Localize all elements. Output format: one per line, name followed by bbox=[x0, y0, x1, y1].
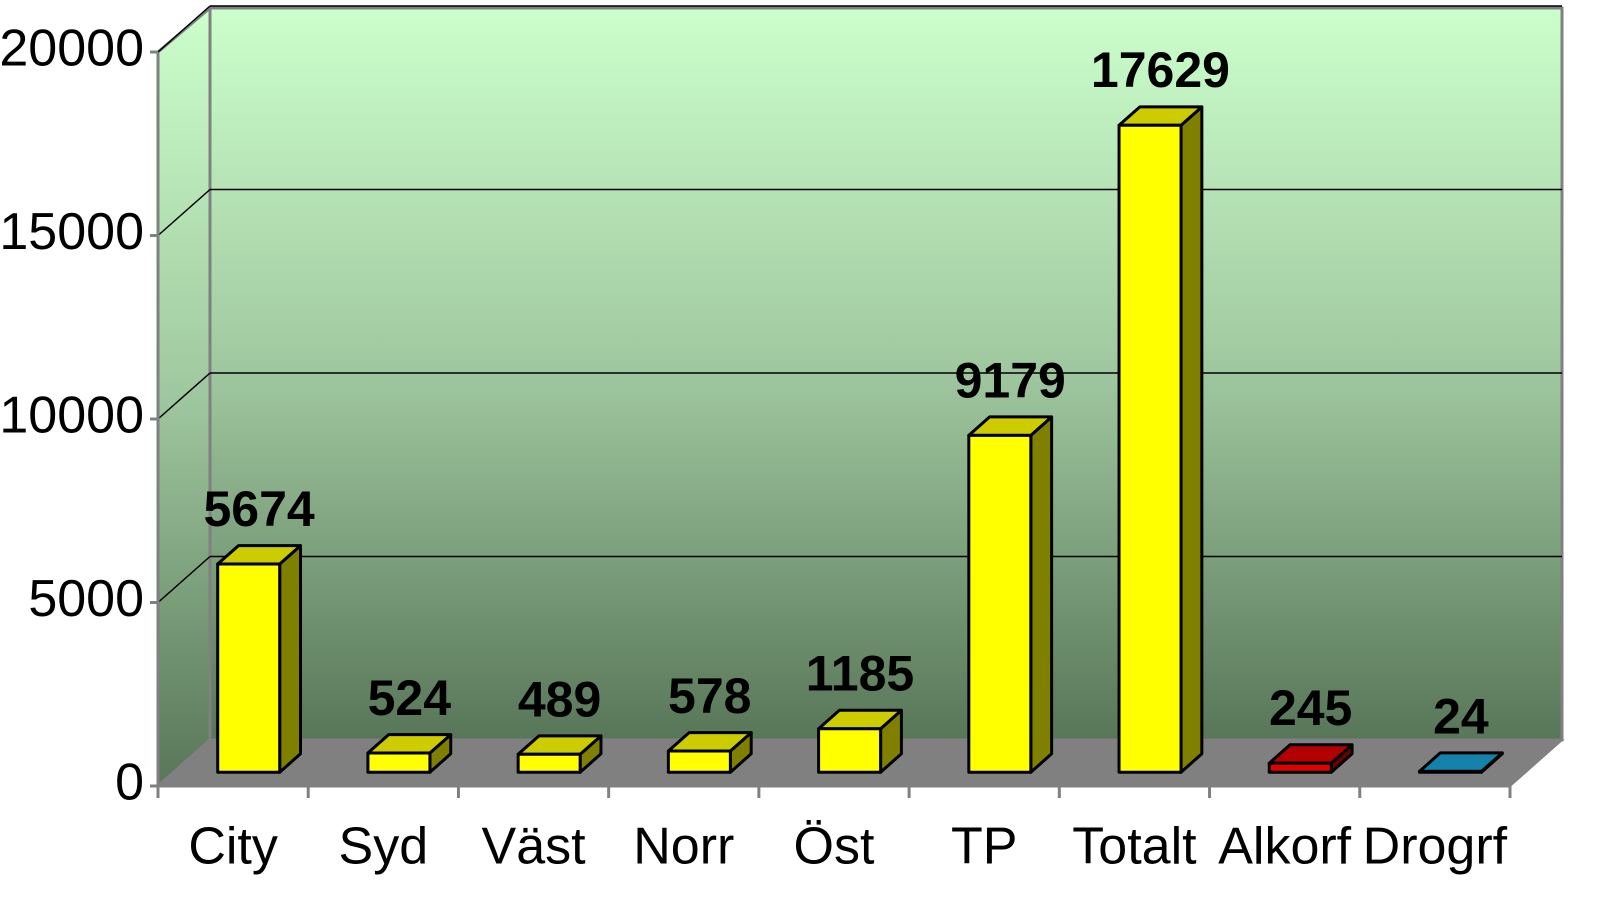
bar-side bbox=[1179, 105, 1204, 774]
bar bbox=[1417, 769, 1483, 774]
value-label: 24 bbox=[1433, 688, 1489, 744]
y-tick-label: 5000 bbox=[28, 570, 144, 628]
value-label: 9179 bbox=[955, 352, 1066, 408]
bar-side bbox=[1029, 415, 1054, 774]
x-tick-label: Norr bbox=[633, 818, 734, 876]
value-label: 17629 bbox=[1091, 42, 1230, 98]
bar bbox=[366, 751, 432, 774]
y-tick-label: 20000 bbox=[0, 20, 144, 78]
x-tick-label: Alkorf bbox=[1218, 818, 1351, 876]
back-wall bbox=[208, 6, 1564, 742]
x-tick-label: Totalt bbox=[1072, 818, 1197, 876]
y-tick-label: 0 bbox=[115, 754, 144, 812]
x-tick-label: Syd bbox=[339, 818, 429, 876]
y-tick-label: 10000 bbox=[0, 387, 144, 445]
bar bbox=[516, 752, 582, 774]
x-tick-label: Drogrf bbox=[1363, 818, 1508, 876]
x-tick-label: Väst bbox=[482, 818, 587, 876]
bar bbox=[967, 433, 1033, 774]
value-label: 245 bbox=[1269, 680, 1352, 736]
bar bbox=[1267, 761, 1333, 774]
value-label: 5674 bbox=[203, 481, 314, 537]
value-label: 524 bbox=[368, 670, 452, 726]
value-label: 1185 bbox=[806, 646, 914, 702]
bar bbox=[817, 727, 883, 774]
y-tick-label: 15000 bbox=[0, 203, 144, 261]
bar bbox=[1117, 123, 1183, 774]
grid-line bbox=[157, 555, 211, 604]
value-label: 578 bbox=[668, 668, 751, 724]
grid-line bbox=[157, 188, 211, 237]
bar-side bbox=[278, 544, 303, 774]
bar bbox=[666, 749, 732, 774]
grid-line bbox=[157, 5, 211, 53]
bar bbox=[216, 562, 282, 774]
grid-line bbox=[157, 372, 211, 420]
x-tick-label: City bbox=[188, 818, 278, 876]
value-label: 489 bbox=[518, 671, 601, 727]
x-tick-label: Öst bbox=[794, 818, 875, 876]
x-tick-label: TP bbox=[951, 818, 1017, 876]
